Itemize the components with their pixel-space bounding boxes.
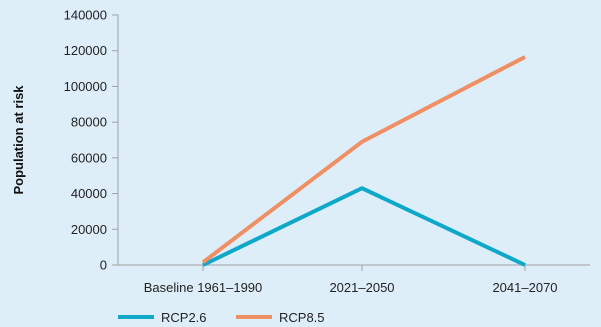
x-tick-label: 2041–2070	[492, 280, 557, 295]
legend: RCP2.6 RCP8.5	[118, 310, 325, 325]
y-axis-title: Population at risk	[11, 85, 26, 195]
y-tick-label: 40000	[71, 186, 107, 201]
series-layer	[201, 55, 526, 267]
x-tick-label: 2021–2050	[329, 280, 394, 295]
y-ticks: 0 20000 40000 60000 80000 100000 120000 140000	[64, 8, 118, 273]
series-line-rcp8-5	[201, 55, 526, 264]
axes	[117, 15, 590, 266]
y-tick-label: 20000	[71, 222, 107, 237]
series-line-rcp2-6	[202, 186, 526, 267]
y-tick-label: 0	[100, 258, 107, 273]
legend-label: RCP8.5	[279, 310, 325, 325]
legend-label: RCP2.6	[161, 310, 207, 325]
y-tick-label: 140000	[64, 8, 107, 23]
y-tick-label: 100000	[64, 79, 107, 94]
x-tick-label: Baseline 1961–1990	[144, 280, 263, 295]
y-tick-label: 80000	[71, 115, 107, 130]
x-ticks: Baseline 1961–1990 2021–2050 2041–2070	[144, 265, 558, 295]
y-tick-label: 60000	[71, 150, 107, 165]
y-tick-label: 120000	[64, 43, 107, 58]
